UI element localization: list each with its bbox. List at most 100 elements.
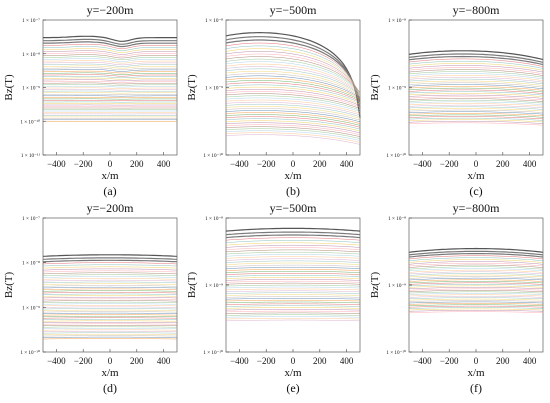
x-tick-label: 200 bbox=[496, 159, 510, 169]
chart-title: y=−800m bbox=[453, 201, 501, 215]
x-tick-label: 400 bbox=[523, 356, 537, 366]
series-line-24 bbox=[408, 288, 544, 291]
series-line-40 bbox=[225, 310, 361, 313]
series-line-13 bbox=[42, 279, 178, 282]
x-tick-label: −400 bbox=[413, 356, 432, 366]
series-line-10 bbox=[225, 251, 361, 255]
panel-5: −400 −200 0 200 400 1 × 10⁻⁸ 1 × 10⁻⁹ 1 × 10⁻¹⁰… bbox=[186, 201, 361, 395]
series-line-41 bbox=[225, 126, 361, 137]
series-line-36 bbox=[225, 116, 361, 128]
series-line-25 bbox=[225, 282, 361, 285]
series-line-17 bbox=[408, 84, 544, 90]
series-line-31 bbox=[43, 92, 177, 94]
series-line-2 bbox=[43, 38, 177, 45]
series-line-36 bbox=[225, 303, 361, 305]
series-line-21 bbox=[408, 91, 544, 96]
series-line-40 bbox=[225, 124, 361, 135]
series-line-42 bbox=[225, 128, 361, 139]
series-line-26 bbox=[408, 99, 544, 104]
y-tick-label: 1 × 10⁻⁸ bbox=[388, 18, 406, 24]
series-line-7 bbox=[408, 261, 544, 265]
series-line-43 bbox=[225, 316, 361, 318]
series-line-20 bbox=[408, 89, 544, 94]
series-line-27 bbox=[408, 293, 544, 295]
x-tick-label: 400 bbox=[340, 159, 354, 169]
series-line-2 bbox=[42, 257, 178, 260]
y-tick-label: 1 × 10⁻⁸ bbox=[388, 216, 406, 222]
series-line-13 bbox=[43, 61, 177, 66]
series-line-3 bbox=[408, 55, 544, 66]
series-line-4 bbox=[42, 262, 178, 265]
series-line-32 bbox=[225, 296, 361, 298]
series-line-20 bbox=[225, 273, 361, 275]
series-line-27 bbox=[43, 85, 177, 88]
x-tick-label: −400 bbox=[47, 356, 66, 366]
series-line-16 bbox=[408, 276, 544, 279]
series-line-7 bbox=[408, 65, 544, 73]
series-line-35 bbox=[225, 301, 361, 304]
y-tick-label: 1 × 10⁻⁹ bbox=[22, 305, 40, 311]
y-tick-label: 1 × 10⁻¹⁰ bbox=[386, 153, 406, 159]
series-line-14 bbox=[42, 281, 178, 284]
series-line-27 bbox=[225, 97, 361, 112]
series-line-8 bbox=[42, 270, 178, 273]
series-line-25 bbox=[408, 290, 544, 292]
series-line-6 bbox=[42, 266, 178, 269]
series-line-18 bbox=[408, 279, 544, 282]
series-line-29 bbox=[408, 104, 544, 109]
series-line-45 bbox=[226, 319, 360, 322]
series-line-13 bbox=[225, 66, 361, 95]
y-tick-label: 1 × 10⁻¹⁰ bbox=[386, 350, 406, 356]
series-line-31 bbox=[225, 106, 361, 119]
series-line-9 bbox=[408, 69, 544, 76]
plot-frame bbox=[408, 19, 544, 156]
x-tick-label: −400 bbox=[230, 356, 249, 366]
series-line-24 bbox=[225, 91, 361, 108]
series-line-23 bbox=[225, 88, 361, 106]
y-axis-label: Bz(T) bbox=[3, 272, 15, 299]
series-line-26 bbox=[408, 291, 544, 294]
series-line-29 bbox=[42, 306, 178, 308]
series-line-8 bbox=[408, 67, 544, 75]
series-line-22 bbox=[408, 285, 544, 288]
series-line-17 bbox=[225, 266, 361, 269]
y-tick-label: 1 × 10⁻¹⁰ bbox=[20, 350, 40, 356]
series-line-5 bbox=[408, 257, 544, 262]
series-line-5 bbox=[225, 45, 361, 97]
series-line-32 bbox=[43, 311, 177, 313]
x-tick-label: 200 bbox=[313, 159, 327, 169]
series-line-28 bbox=[408, 294, 544, 297]
series-line-13 bbox=[408, 76, 544, 83]
series-line-1 bbox=[225, 227, 361, 232]
series-line-31 bbox=[225, 294, 361, 296]
panel-label: (f) bbox=[470, 381, 482, 395]
panel-4: −400 −200 0 200 400 1 × 10⁻⁷ 1 × 10⁻⁸ 1 × 10⁻⁹ 1… bbox=[3, 201, 178, 395]
series-line-24 bbox=[43, 298, 177, 300]
series-line-18 bbox=[42, 288, 178, 290]
x-tick-label: −200 bbox=[440, 356, 459, 366]
series-line-3 bbox=[43, 41, 177, 48]
series-line-24 bbox=[225, 280, 361, 283]
series-line-29 bbox=[43, 89, 177, 91]
series-line-1 bbox=[408, 247, 544, 253]
series-line-8 bbox=[43, 52, 177, 57]
series-line-3 bbox=[42, 259, 178, 263]
series-line-32 bbox=[408, 109, 544, 113]
series-line-17 bbox=[408, 277, 544, 281]
series-line-4 bbox=[408, 58, 544, 67]
x-axis-label: x/m bbox=[101, 367, 119, 379]
series-line-1 bbox=[43, 35, 177, 42]
series-line-22 bbox=[225, 86, 361, 105]
series-line-40 bbox=[408, 122, 544, 126]
x-tick-label: −400 bbox=[47, 159, 66, 169]
series-line-39 bbox=[225, 309, 361, 311]
series-line-12 bbox=[408, 269, 544, 273]
series-line-32 bbox=[225, 108, 361, 121]
series-line-30 bbox=[43, 308, 177, 310]
series-line-28 bbox=[42, 305, 178, 307]
curve-group bbox=[225, 227, 361, 322]
series-line-12 bbox=[43, 60, 177, 64]
x-tick-label: 0 bbox=[108, 159, 113, 169]
series-line-38 bbox=[408, 308, 544, 311]
series-line-42 bbox=[225, 314, 361, 316]
